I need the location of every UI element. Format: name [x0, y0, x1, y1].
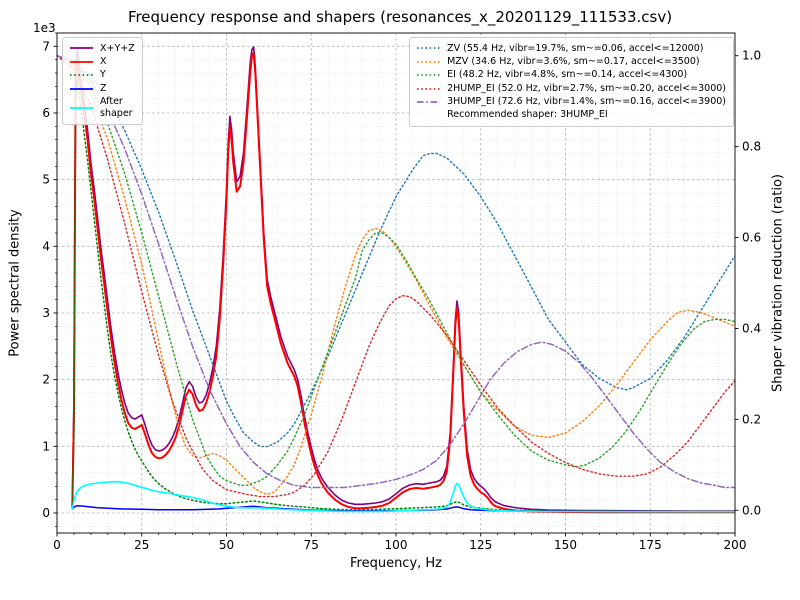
y-right-tick-label: 1.0	[742, 49, 761, 63]
legend-line-swatch	[417, 101, 441, 103]
x-tick-label: 0	[53, 538, 61, 552]
legend-entry: 2HUMP_EI (52.0 Hz, vibr=2.7%, sm~=0.20, …	[416, 83, 726, 95]
y-left-tick-label: 5	[42, 173, 50, 187]
legend-label: 3HUMP_EI (72.6 Hz, vibr=1.4%, sm~=0.16, …	[447, 96, 726, 107]
legend-label: Y	[100, 69, 106, 81]
legend-line-swatch	[70, 47, 93, 50]
legend-line-swatch	[70, 87, 93, 90]
x-tick-label: 150	[554, 538, 577, 552]
legend-entry: Recommended shaper: 3HUMP_EI	[416, 109, 726, 121]
legend-entry: Y	[69, 69, 135, 81]
series-x-line	[71, 52, 735, 514]
legend-label: Z	[100, 82, 107, 94]
legend-label: EI (48.2 Hz, vibr=4.8%, sm~=0.14, accel<…	[447, 69, 688, 81]
x-tick-label: 75	[304, 538, 319, 552]
legend-line-swatch	[70, 60, 93, 63]
legend-entry: EI (48.2 Hz, vibr=4.8%, sm~=0.14, accel<…	[416, 69, 726, 81]
legend-label: X+Y+Z	[100, 42, 135, 54]
legend-entry: ZV (55.4 Hz, vibr=19.7%, sm~=0.06, accel…	[416, 43, 726, 55]
y-axis-label-left: Power spectral density	[7, 209, 23, 357]
legend-entry: 3HUMP_EI (72.6 Hz, vibr=1.4%, sm~=0.16, …	[416, 96, 726, 108]
legend-line-swatch	[417, 47, 441, 50]
legend-label: X	[100, 55, 107, 67]
x-tick-label: 25	[134, 538, 149, 552]
legend-label: Recommended shaper: 3HUMP_EI	[447, 109, 608, 121]
legend-entry: MZV (34.6 Hz, vibr=3.6%, sm~=0.17, accel…	[416, 56, 726, 68]
legend-spacer	[416, 111, 441, 119]
series-2hump-ei-line	[57, 55, 735, 498]
legend-label: ZV (55.4 Hz, vibr=19.7%, sm~=0.06, accel…	[447, 42, 704, 54]
x-axis-label: Frequency, Hz	[349, 556, 443, 571]
x-tick-label: 175	[639, 538, 662, 552]
y-left-tick-label: 1	[42, 439, 50, 453]
y-right-tick-label: 0.2	[742, 412, 761, 426]
legend-line-swatch	[70, 74, 93, 77]
y-axis-offset-text: 1e3	[33, 21, 56, 35]
y-right-tick-label: 0.0	[742, 503, 761, 517]
y-right-tick-label: 0.6	[742, 231, 761, 245]
y-left-tick-label: 7	[42, 39, 50, 53]
legend-line-swatch	[417, 74, 441, 77]
y-axis-label-right: Shaper vibration reduction (ratio)	[770, 174, 786, 392]
series-after-shaper-line	[71, 480, 735, 513]
x-tick-label: 50	[219, 538, 234, 552]
legend-label: After shaper	[100, 96, 133, 119]
series-3hump-ei-line	[57, 54, 735, 489]
legend-entry: After shaper	[69, 96, 135, 120]
legend-line-swatch	[70, 107, 93, 109]
x-tick-label: 200	[724, 538, 747, 552]
series-y-line	[71, 78, 735, 513]
y-right-tick-label: 0.8	[742, 140, 761, 154]
y-left-tick-label: 4	[42, 239, 50, 253]
legend-line-swatch	[417, 87, 441, 90]
series-mzv-line	[57, 55, 735, 496]
legend-line-swatch	[417, 60, 441, 63]
series-ei-line	[57, 55, 735, 486]
y-left-tick-label: 0	[42, 506, 50, 520]
series-x-y-z-line	[71, 46, 735, 512]
legend-entry: X+Y+Z	[69, 43, 135, 55]
shaper-legend: ZV (55.4 Hz, vibr=19.7%, sm~=0.06, accel…	[409, 37, 734, 127]
y-left-tick-label: 3	[42, 306, 50, 320]
legend-label: MZV (34.6 Hz, vibr=3.6%, sm~=0.17, accel…	[447, 55, 700, 67]
legend-label: 2HUMP_EI (52.0 Hz, vibr=2.7%, sm~=0.20, …	[447, 82, 726, 94]
psd-legend: X+Y+Z X Y Z After shaper	[62, 37, 143, 126]
legend-entry: Z	[69, 83, 135, 95]
legend-entry: X	[69, 56, 135, 68]
x-tick-label: 125	[469, 538, 492, 552]
y-right-tick-label: 0.4	[742, 321, 761, 335]
x-tick-label: 100	[385, 538, 408, 552]
y-left-tick-label: 2	[42, 373, 50, 387]
chart-title: Frequency response and shapers (resonanc…	[127, 8, 673, 26]
y-left-tick-label: 6	[42, 106, 50, 120]
